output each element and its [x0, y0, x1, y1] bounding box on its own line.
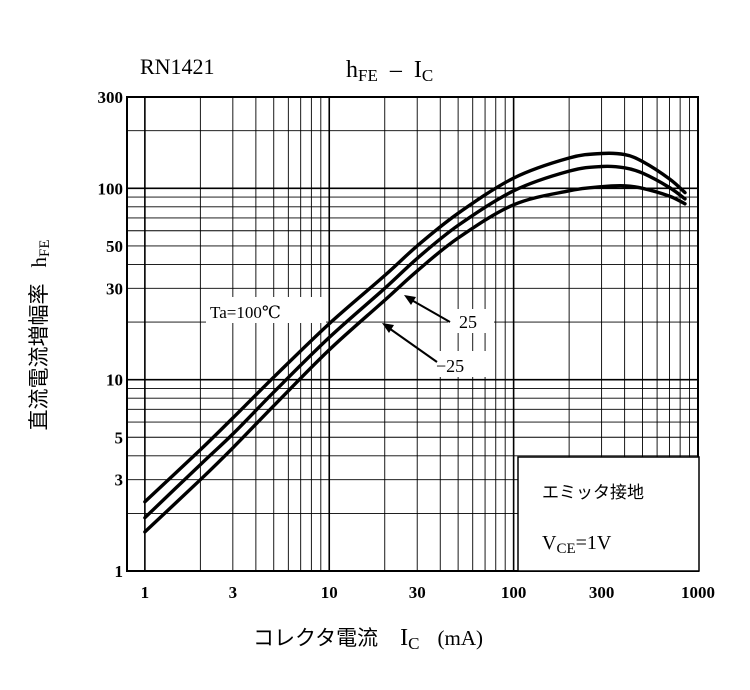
series-label-100-bg — [206, 297, 326, 323]
y-tick-label: 30 — [106, 279, 123, 298]
condition-value: VCE=1V — [542, 532, 612, 557]
x-axis-title-jp: コレクタ電流 — [253, 626, 378, 650]
series-line-2 — [143, 184, 687, 534]
title-i-sub: C — [422, 66, 433, 85]
series-line-0 — [143, 151, 687, 504]
y-tick-label: 10 — [106, 371, 123, 390]
y-axis-title-h-sub: FE — [37, 239, 53, 257]
y-tick-label: 50 — [106, 237, 123, 256]
plot-frame — [126, 96, 699, 572]
x-tick-label: 100 — [501, 583, 527, 602]
title-sep: – — [389, 57, 403, 83]
curves-layer — [143, 151, 687, 534]
arrow-m25-line — [385, 325, 438, 363]
x-tick-label: 1000 — [681, 583, 715, 602]
x-axis-title-i: I — [400, 625, 408, 651]
part-number: RN1421 — [140, 54, 215, 79]
series-label-ta100: Ta=100℃ — [210, 303, 281, 322]
condition-title: エミッタ接地 — [542, 483, 644, 502]
title-i: I — [414, 57, 422, 83]
condition-v: V — [542, 532, 557, 554]
y-tick-label: 1 — [115, 562, 124, 581]
arrow-25-line — [407, 297, 451, 323]
x-tick-label: 10 — [321, 583, 338, 602]
series-label-25-bg — [448, 309, 494, 333]
condition-box — [517, 456, 700, 572]
x-tick-label: 300 — [589, 583, 615, 602]
condition-v-sub: CE — [556, 541, 575, 557]
x-axis-title-i-sub: C — [408, 634, 419, 653]
chart-title: hFE – IC — [346, 57, 433, 85]
y-tick-label: 5 — [115, 428, 124, 447]
y-axis-title-h: h — [27, 257, 51, 268]
x-axis-title: コレクタ電流 IC (mA) — [253, 625, 483, 653]
series-label-m25-bg — [432, 351, 488, 377]
x-tick-label: 30 — [409, 583, 426, 602]
x-tick-label: 3 — [229, 583, 238, 602]
series-label-25: 25 — [459, 312, 477, 332]
series-label-minus25: −25 — [436, 356, 464, 376]
condition-v-value: =1V — [576, 532, 612, 554]
y-tick-label: 3 — [115, 471, 124, 490]
series-line-1 — [143, 164, 687, 520]
tick-labels: 1 3 10 30 100 300 1000 1 3 5 10 30 50 100 300 — [98, 88, 716, 602]
y-tick-label: 100 — [98, 179, 124, 198]
arrow-m25-head — [382, 323, 394, 333]
y-tick-label: 300 — [98, 88, 124, 107]
x-tick-label: 1 — [141, 583, 150, 602]
y-axis-title: 直流電流増幅率 hFE — [27, 239, 53, 430]
x-axis-title-unit: (mA) — [438, 626, 484, 650]
y-axis-title-jp: 直流電流増幅率 — [27, 284, 51, 431]
arrow-25-head — [404, 295, 416, 305]
title-h-sub: FE — [358, 66, 378, 85]
title-h: h — [346, 57, 358, 83]
